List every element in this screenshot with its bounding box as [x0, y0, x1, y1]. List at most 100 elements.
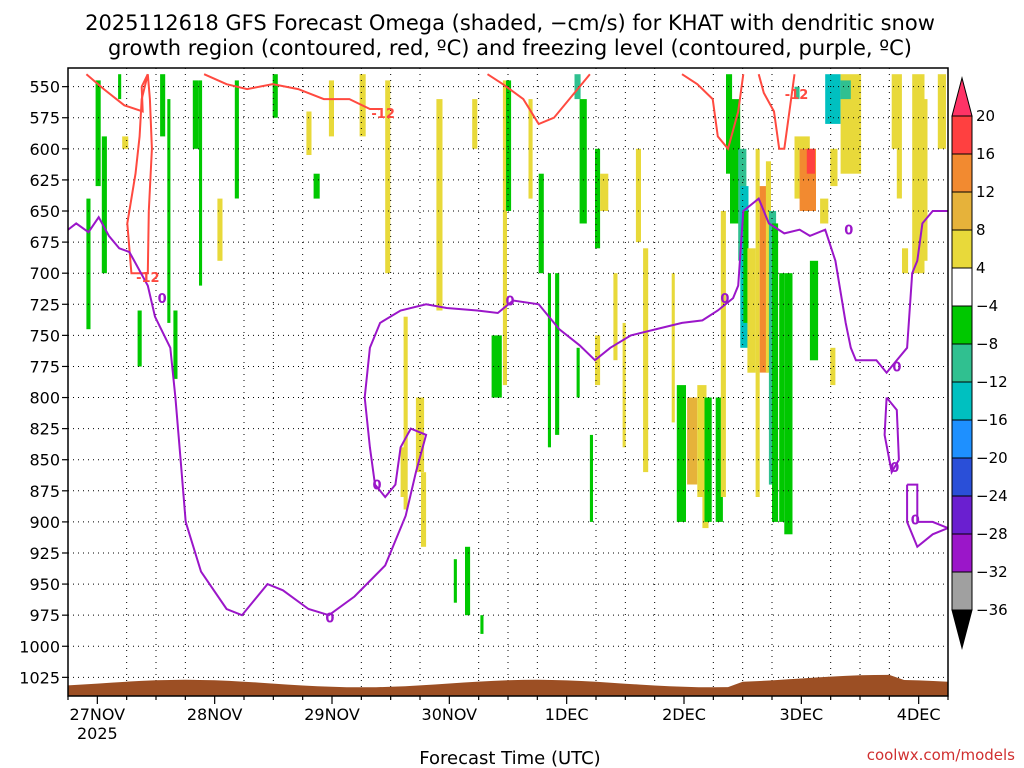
omega-shade-cell [595, 148, 601, 249]
colorbar-swatch [951, 343, 973, 383]
y-tick-label: 600 [29, 140, 60, 159]
omega-shade-cell [555, 273, 560, 435]
omega-shade-cell [937, 74, 946, 149]
y-tick-label: 675 [29, 233, 60, 252]
colorbar-swatch [951, 267, 973, 307]
freezing-level-label: 0 [372, 479, 381, 494]
colorbar-level-label: 20 [976, 107, 995, 125]
omega-shade-cell [313, 173, 320, 199]
colorbar-swatch [951, 229, 973, 269]
colorbar-swatch [951, 419, 973, 459]
freezing-level-contour [906, 483, 948, 549]
colorbar-level-label: 8 [976, 221, 986, 239]
x-axis-title: Forecast Time (UTC) [419, 748, 600, 768]
freezing-level-contour [68, 196, 948, 617]
omega-shade-cell [697, 385, 707, 497]
omega-shade-cell [759, 186, 768, 373]
omega-shade-cell [421, 472, 427, 547]
source-credit: coolwx.com/models [867, 746, 1015, 764]
dendritic-contour [486, 73, 591, 126]
omega-shade-cell [137, 310, 142, 367]
y-tick-label: 1025 [19, 668, 60, 687]
y-tick-label: 925 [29, 544, 60, 563]
omega-shade-cell [896, 148, 902, 199]
freezing-level-label: 0 [892, 360, 901, 375]
omega-shade-cell [743, 211, 749, 323]
freezing-level-label: 0 [844, 224, 853, 239]
omega-shade-cell [95, 80, 101, 187]
omega-shade-cell [806, 148, 815, 174]
y-tick-label: 825 [29, 420, 60, 439]
dendritic-contour-label: -12 [136, 271, 160, 286]
omega-shade-cell [480, 615, 484, 634]
omega-shade-cell [840, 80, 851, 100]
omega-shade-cell [199, 80, 203, 286]
omega-shade-cell [160, 74, 166, 137]
x-tick-label: 3DEC [779, 705, 823, 724]
colorbar-level-label: 16 [976, 145, 995, 163]
omega-shade-cell [506, 80, 512, 212]
omega-shade-cell [579, 99, 587, 224]
omega-shade-cell [715, 397, 723, 522]
colorbar-swatch [951, 533, 973, 573]
omega-shade-cell [891, 74, 902, 149]
y-tick-label: 800 [29, 389, 60, 408]
y-tick-label: 575 [29, 109, 60, 128]
colorbar-swatch [951, 381, 973, 421]
y-tick-label: 875 [29, 482, 60, 501]
y-tick-label: 1000 [19, 637, 60, 656]
y-tick-label: 975 [29, 606, 60, 625]
dendritic-contour [681, 73, 745, 151]
omega-shade-cell [600, 173, 609, 211]
x-tick-label: 1DEC [545, 705, 589, 724]
colorbar-swatch [951, 457, 973, 497]
omega-shade-cell [385, 80, 391, 274]
omega-shade-cell [453, 559, 457, 603]
colorbar-swatch [951, 571, 973, 611]
y-tick-label: 650 [29, 202, 60, 221]
omega-shade-cell [747, 248, 756, 373]
omega-shade-cell [730, 99, 741, 224]
dendritic-contour-label: -12 [785, 88, 809, 103]
colorbar-bottom-arrow [951, 609, 973, 650]
dendritic-contour [126, 73, 153, 275]
omega-shade-cell [472, 99, 478, 149]
y-tick-label: 700 [29, 264, 60, 283]
omega-shade-cell [576, 347, 580, 398]
omega-shade-cell [613, 273, 618, 361]
omega-shade-cell [234, 80, 239, 199]
omega-shade-cell [830, 148, 838, 187]
omega-shade-cell [917, 99, 928, 261]
omega-shade-cell [772, 223, 779, 522]
x-tick-label: 28NOV [187, 705, 243, 724]
colorbar-level-label: −8 [976, 335, 998, 353]
omega-shade-cell [306, 111, 312, 155]
omega-shade-cell [403, 316, 408, 510]
omega-shade-cell [830, 347, 836, 386]
omega-shade-cell [820, 198, 829, 224]
chart-title-line-1: 2025112618 GFS Forecast Omega (shaded, −… [85, 11, 935, 35]
colorbar-legend: 20 16 12 8 4 −4 −8 −12 −16 −20 −24 −28 −32 −36 [951, 76, 1008, 650]
freezing-level-label: 0 [158, 292, 167, 307]
omega-shade-cell [755, 148, 760, 498]
freezing-level-contour [883, 396, 900, 476]
omega-shade-cell [118, 74, 122, 100]
omega-shade-cell [491, 335, 502, 398]
dendritic-contour [203, 73, 381, 110]
freezing-level-label: 0 [325, 612, 334, 627]
dendritic-contour [85, 73, 149, 113]
y-axis-ticks: 550 575 600 625 650 675 700 725 750 775 800 825 850 8… [19, 78, 68, 687]
omega-shade-cell [574, 74, 581, 100]
omega-shade-cell [547, 273, 551, 448]
omega-shade-cell [192, 80, 199, 149]
dendritic-contour [757, 73, 796, 150]
omega-shade-cell [400, 447, 407, 497]
omega-shade-cell [328, 80, 334, 137]
omega-shade-cell [589, 434, 593, 522]
colorbar-level-label: −16 [976, 411, 1008, 429]
colorbar-swatch [951, 191, 973, 231]
omega-shade-cell [272, 74, 278, 118]
omega-shade-cell [538, 173, 544, 274]
omega-shade-cell [784, 273, 793, 535]
